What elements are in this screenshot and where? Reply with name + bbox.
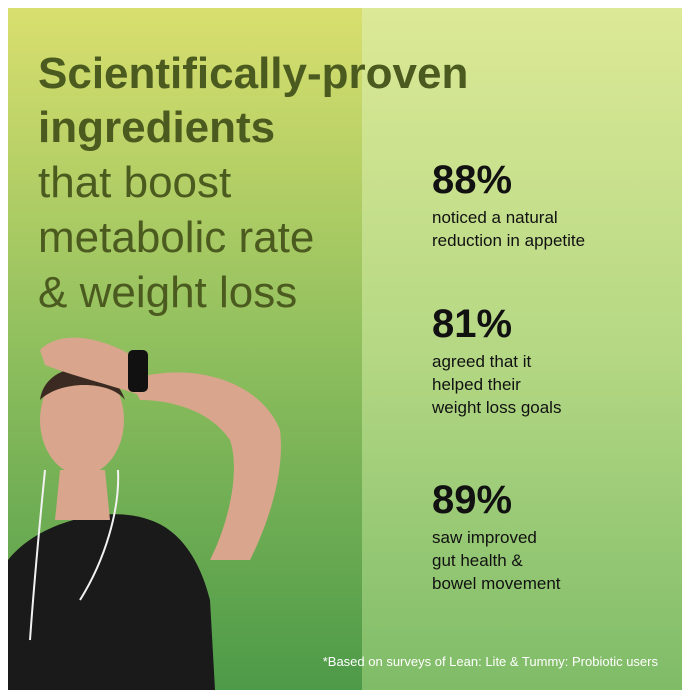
stat-description: noticed a natural	[432, 208, 558, 227]
headline-line: ingredients	[38, 103, 275, 152]
stat-value: 89%	[432, 478, 512, 522]
stat-value: 81%	[432, 302, 512, 346]
headline-line: metabolic rate	[38, 213, 314, 262]
stat-description: reduction in appetite	[432, 231, 585, 250]
stat-description: bowel movement	[432, 574, 561, 593]
footnote: *Based on surveys of Lean: Lite & Tummy:…	[323, 654, 659, 669]
headline-line: Scientifically-proven	[38, 49, 468, 98]
stat-description: gut health &	[432, 551, 523, 570]
stat-description: helped their	[432, 375, 521, 394]
stat-description: saw improved	[432, 528, 537, 547]
woman-illustration	[8, 337, 281, 690]
headline: Scientifically-proven ingredients that b…	[38, 49, 468, 317]
stat-value: 88%	[432, 158, 512, 202]
stat-description: weight loss goals	[431, 398, 561, 417]
headline-line: & weight loss	[38, 268, 297, 317]
stats: 88% noticed a natural reduction in appetit…	[431, 158, 585, 593]
stat-description: agreed that it	[432, 352, 532, 371]
right-panel	[362, 8, 682, 690]
headline-line: that boost	[38, 158, 231, 207]
